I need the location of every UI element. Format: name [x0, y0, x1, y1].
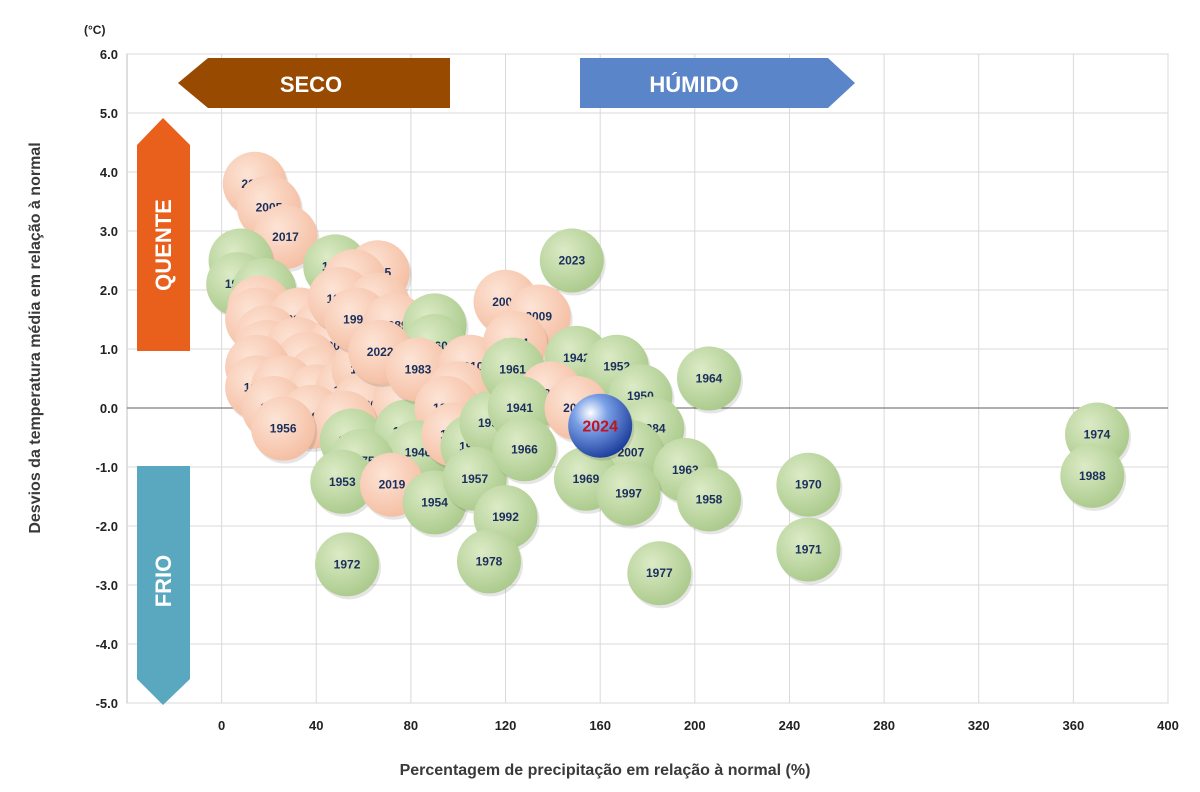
y-tick-label: 1.0 [100, 342, 118, 357]
point-label: 2023 [558, 254, 585, 268]
seco-label: SECO [280, 72, 342, 97]
y-tick-label: -2.0 [96, 519, 118, 534]
point-marker [677, 346, 742, 411]
point-label: 2019 [379, 478, 406, 492]
point-label: 2024 [582, 419, 618, 436]
point-marker [776, 517, 841, 582]
point-marker [315, 532, 380, 597]
x-tick-label: 80 [404, 718, 418, 733]
point-label: 1957 [461, 472, 488, 486]
point-label: 1988 [1079, 469, 1106, 483]
point-1970: 1970 [776, 452, 843, 520]
y-tick-label: 3.0 [100, 224, 118, 239]
point-marker [456, 529, 521, 594]
y-tick-label: 4.0 [100, 165, 118, 180]
point-label: 1964 [696, 372, 723, 386]
point-label: 1954 [421, 495, 448, 509]
y-tick-label: -3.0 [96, 578, 118, 593]
y-axis-ticks: 6.0 5.0 4.0 3.0 2.0 1.0 0.0 -1.0 -2.0 -3.0 -4.0 -5.… [96, 47, 118, 711]
frio-label: FRIO [151, 555, 176, 608]
point-marker [568, 393, 633, 458]
point-1966: 1966 [492, 417, 559, 485]
x-tick-label: 320 [968, 718, 990, 733]
point-2023: 2023 [539, 228, 606, 296]
y-tick-label: 0.0 [100, 401, 118, 416]
quente-arrow: QUENTE [137, 118, 190, 351]
point-label: 2007 [618, 445, 645, 459]
point-1958: 1958 [677, 467, 744, 535]
point-label: 1972 [334, 557, 361, 571]
y-tick-label: -4.0 [96, 637, 118, 652]
point-marker [539, 228, 604, 293]
point-label: 1941 [506, 401, 533, 415]
point-marker [776, 452, 841, 517]
x-tick-label: 280 [873, 718, 895, 733]
point-1978: 1978 [456, 529, 523, 597]
point-marker [492, 417, 557, 482]
x-tick-label: 0 [218, 718, 225, 733]
point-marker [310, 449, 375, 514]
point-label: 1997 [615, 487, 642, 501]
point-label: 1971 [795, 543, 822, 557]
point-2024: 2024 [568, 393, 635, 461]
x-tick-label: 40 [309, 718, 323, 733]
point-label: 1942 [563, 351, 590, 365]
point-label: 1977 [646, 566, 673, 580]
point-label: 1966 [511, 442, 538, 456]
point-label: 1970 [795, 478, 822, 492]
point-label: 1992 [492, 510, 519, 524]
quente-label: QUENTE [151, 199, 176, 291]
point-1997: 1997 [596, 461, 663, 529]
x-axis-title: Percentagem de precipitação em relação à… [400, 762, 811, 779]
y-tick-label: 2.0 [100, 283, 118, 298]
point-label: 1983 [405, 363, 432, 377]
point-label: 2022 [367, 345, 394, 359]
point-label: 1953 [329, 475, 356, 489]
point-marker [677, 467, 742, 532]
point-marker [1060, 443, 1125, 508]
humido-arrow: HÚMIDO [580, 58, 855, 108]
x-tick-label: 240 [779, 718, 801, 733]
seco-arrow: SECO [178, 58, 450, 108]
point-label: 1961 [499, 363, 526, 377]
points-layer: 2004200520171996194320001994200120161999… [206, 151, 1132, 609]
x-tick-label: 360 [1063, 718, 1085, 733]
humido-label: HÚMIDO [649, 72, 738, 97]
point-1971: 1971 [776, 517, 843, 585]
y-tick-label: 6.0 [100, 47, 118, 62]
point-1988: 1988 [1060, 443, 1127, 511]
point-label: 1974 [1084, 428, 1111, 442]
point-label: 1958 [696, 492, 723, 506]
point-1977: 1977 [627, 541, 694, 609]
x-tick-label: 400 [1157, 718, 1179, 733]
frio-arrow: FRIO [137, 466, 190, 705]
y-tick-label: 5.0 [100, 106, 118, 121]
y-axis-title: Desvios da temperatura média em relação … [27, 142, 44, 533]
x-tick-label: 160 [589, 718, 611, 733]
x-tick-label: 120 [495, 718, 517, 733]
point-1972: 1972 [315, 532, 382, 600]
y-unit-label: (°C) [84, 23, 105, 37]
x-tick-label: 200 [684, 718, 706, 733]
x-axis-ticks: 0 40 80 120 160 200 240 280 320 360 400 [218, 718, 1179, 733]
point-1964: 1964 [677, 346, 744, 414]
point-label: 2017 [272, 230, 299, 244]
point-label: 1956 [270, 422, 297, 436]
y-tick-label: -1.0 [96, 460, 118, 475]
point-label: 1969 [573, 472, 600, 486]
point-marker [627, 541, 692, 606]
point-1956: 1956 [251, 396, 318, 464]
point-marker [251, 396, 316, 461]
point-label: 1978 [476, 554, 503, 568]
point-1953: 1953 [310, 449, 377, 517]
point-marker [596, 461, 661, 526]
y-tick-label: -5.0 [96, 696, 118, 711]
